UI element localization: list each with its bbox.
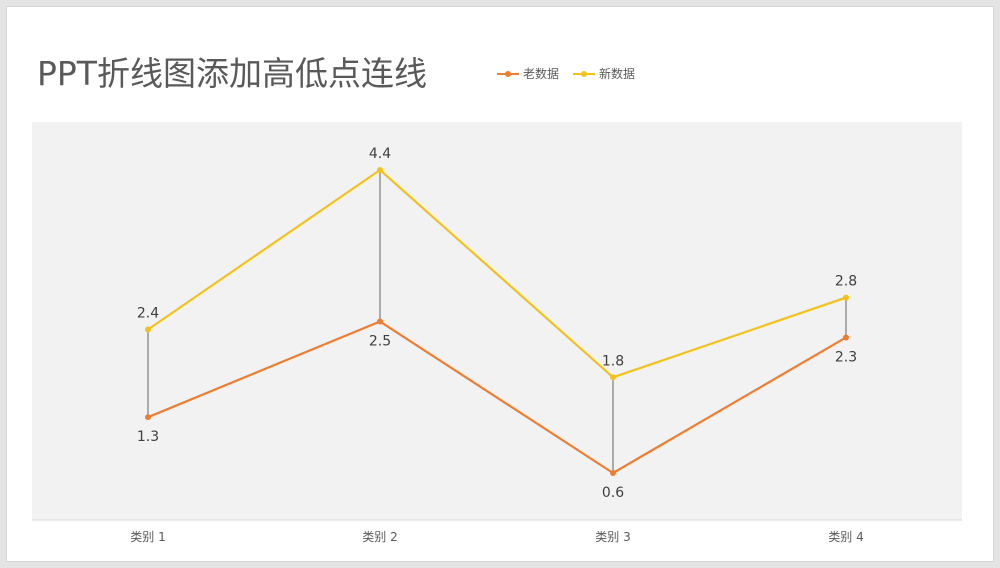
- data-label-s1-4: 2.3: [835, 349, 857, 365]
- data-point-s1-3: [610, 470, 616, 476]
- data-label-s2-1: 2.4: [137, 305, 159, 321]
- data-point-s2-3: [610, 374, 616, 381]
- data-point-s2-4: [843, 294, 849, 301]
- data-point-s1-1: [145, 414, 151, 421]
- data-point-s2-2: [377, 167, 383, 173]
- data-label-s2-4: 2.8: [835, 274, 857, 290]
- x-tick-label-1: 类别 1: [130, 530, 165, 544]
- data-label-s1-1: 1.3: [137, 429, 159, 445]
- chart-title: PPT折线图添加高低点连线: [37, 54, 427, 93]
- series-line-1: [147, 320, 847, 475]
- legend-swatch-old: [497, 68, 519, 80]
- x-tick-label-2: 类别 2: [362, 530, 397, 544]
- legend-swatch-new: [573, 68, 596, 80]
- x-tick-label-3: 类别 3: [595, 530, 630, 544]
- data-point-s1-2: [377, 318, 383, 325]
- legend-item-new: 新数据: [573, 65, 635, 82]
- x-tick-label-4: 类别 4: [828, 530, 863, 544]
- chart-legend: 老数据 新数据: [497, 65, 635, 82]
- series-line-2: [147, 168, 847, 379]
- data-label-s2-3: 1.8: [602, 353, 624, 369]
- data-label-s2-2: 4.4: [369, 146, 391, 162]
- plot-area: [32, 122, 962, 520]
- data-point-s1-4: [843, 334, 849, 341]
- legend-label-old: 老数据: [523, 67, 560, 81]
- data-label-s1-3: 0.6: [602, 485, 624, 501]
- legend-item-old: 老数据: [497, 65, 559, 82]
- data-point-s2-1: [145, 326, 151, 333]
- data-label-s1-2: 2.5: [369, 334, 391, 350]
- legend-label-new: 新数据: [599, 67, 636, 81]
